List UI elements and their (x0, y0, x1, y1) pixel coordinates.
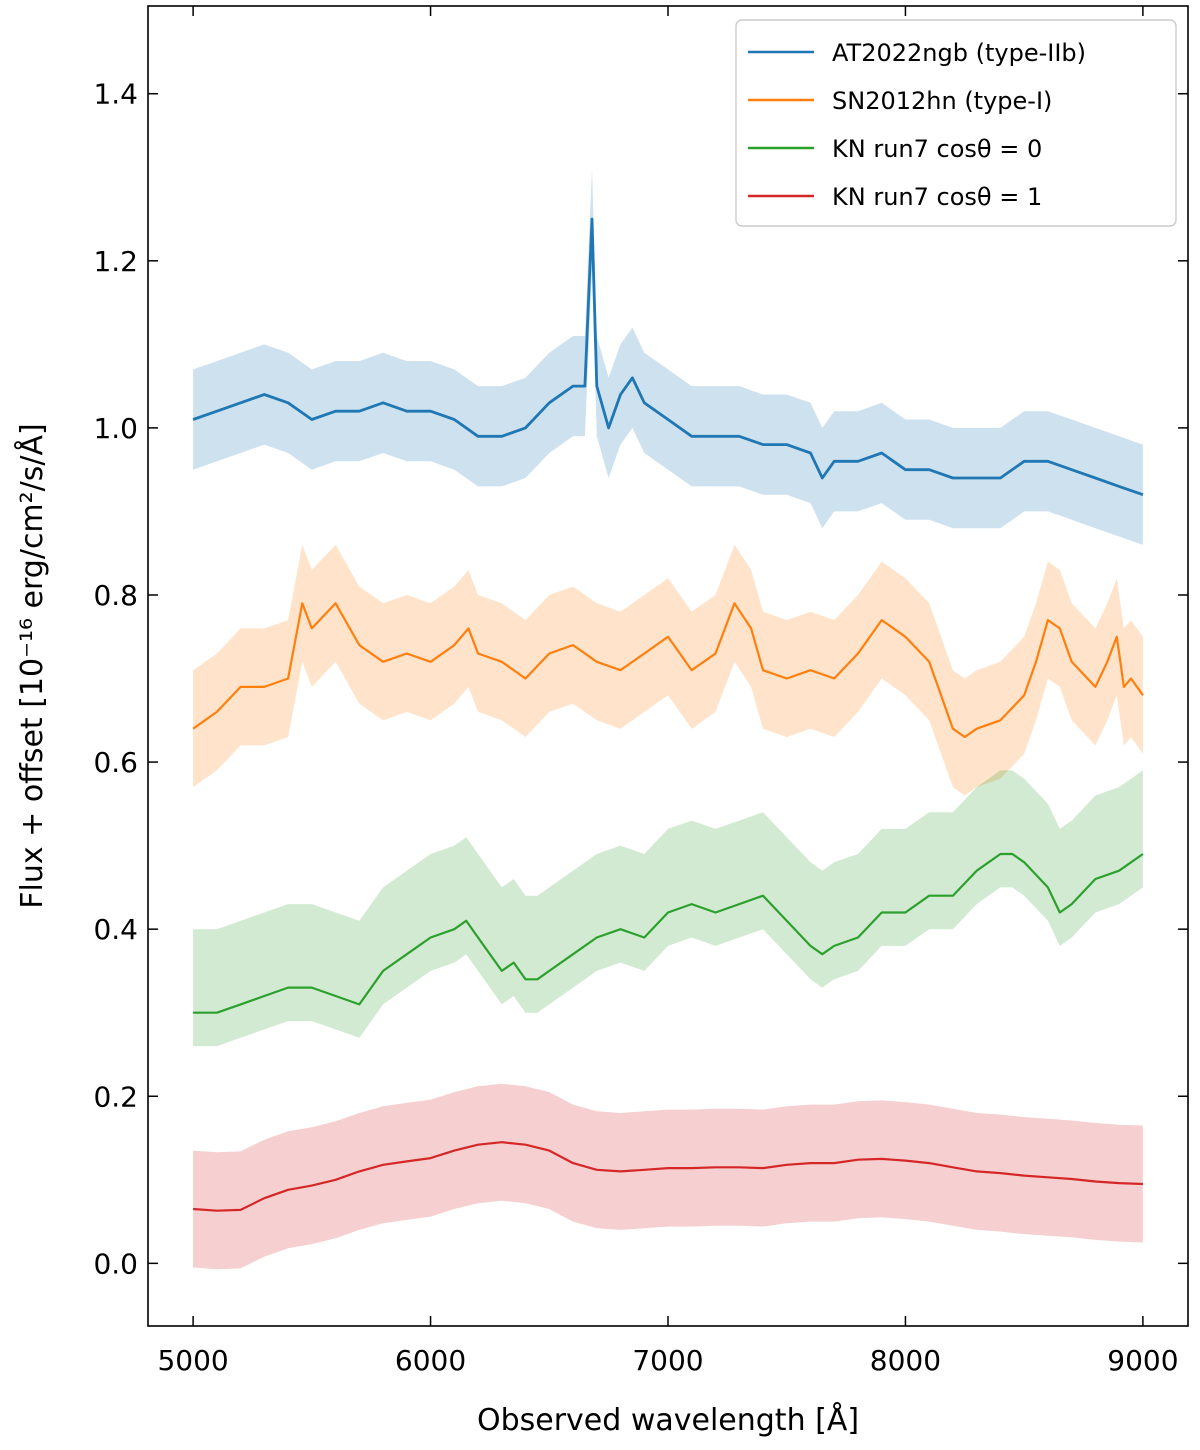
y-tick-label: 1.0 (93, 412, 138, 445)
y-axis-ticks: 0.0 0.2 0.4 0.6 0.8 1.0 1.2 1.4 (93, 78, 1188, 1280)
series-0-line (192, 217, 1144, 497)
y-tick-label: 0.8 (93, 579, 138, 612)
series-2-error-band (193, 770, 1143, 1047)
legend-entry-label: SN2012hn (type-I) (832, 87, 1052, 115)
series-0-error-band (193, 168, 1143, 545)
y-tick-label: 0.0 (93, 1247, 138, 1280)
y-tick-label: 1.4 (93, 78, 138, 111)
y-axis-label: Flux + offset [10⁻¹⁶ erg/cm²/s/Å] (14, 423, 50, 909)
legend-entry-label: KN run7 cosθ = 1 (832, 183, 1042, 211)
legend-entry-label: KN run7 cosθ = 0 (832, 135, 1042, 163)
x-tick-label: 6000 (395, 1344, 466, 1377)
legend-entry-label: AT2022ngb (type-IIb) (832, 39, 1086, 67)
legend: AT2022ngb (type-IIb) SN2012hn (type-I) KN … (735, 19, 1177, 227)
y-tick-label: 0.4 (93, 913, 138, 946)
series-1-line (192, 602, 1144, 739)
y-tick-label: 0.6 (93, 746, 138, 779)
series-3-line (193, 1141, 1143, 1212)
error-bands (193, 168, 1143, 1270)
x-tick-label: 7000 (632, 1344, 703, 1377)
series-1-error-band (193, 544, 1143, 796)
y-tick-label: 0.2 (93, 1080, 138, 1113)
x-tick-label: 9000 (1107, 1344, 1178, 1377)
x-tick-label: 8000 (870, 1344, 941, 1377)
x-tick-label: 5000 (157, 1344, 228, 1377)
x-axis-label: Observed wavelength [Å] (477, 1402, 859, 1438)
legend-box (735, 19, 1177, 227)
series-2-line (193, 852, 1144, 1014)
series-lines (192, 217, 1144, 1212)
series-3-error-band (193, 1083, 1143, 1270)
y-tick-label: 1.2 (93, 245, 138, 278)
x-axis-ticks: 5000 6000 7000 8000 9000 (157, 6, 1179, 1377)
